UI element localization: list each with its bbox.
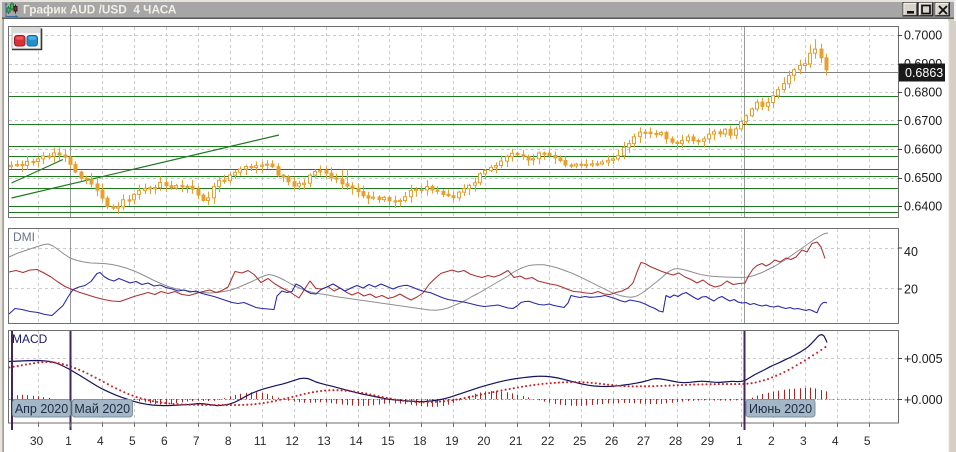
svg-text:19: 19 [445,434,459,448]
svg-text:+0.005: +0.005 [904,352,943,366]
svg-text:8: 8 [225,434,232,448]
svg-text:1: 1 [736,434,743,448]
svg-text:0.6500: 0.6500 [904,171,942,185]
svg-text:График AUD /USD 4 ЧАСА: График AUD /USD 4 ЧАСА [23,3,177,17]
svg-text:7: 7 [193,434,200,448]
svg-text:4: 4 [832,434,839,448]
svg-text:0.6700: 0.6700 [904,114,942,128]
svg-text:26: 26 [605,434,619,448]
svg-text:0.6400: 0.6400 [904,200,942,214]
svg-text:4: 4 [97,434,104,448]
svg-text:20: 20 [904,283,918,297]
svg-text:5: 5 [129,434,136,448]
svg-text:13: 13 [317,434,331,448]
svg-text:0.6800: 0.6800 [904,86,942,100]
svg-text:18: 18 [413,434,427,448]
svg-text:29: 29 [701,434,715,448]
svg-text:Апр 2020: Апр 2020 [15,402,68,416]
svg-text:22: 22 [541,434,555,448]
svg-text:Июнь 2020: Июнь 2020 [749,402,812,416]
svg-text:28: 28 [669,434,683,448]
svg-text:0.6600: 0.6600 [904,143,942,157]
svg-text:21: 21 [509,434,523,448]
svg-text:0.6863: 0.6863 [905,66,943,80]
svg-text:20: 20 [477,434,491,448]
svg-text:40: 40 [904,245,918,259]
svg-text:27: 27 [637,434,651,448]
svg-text:12: 12 [285,434,299,448]
svg-text:6: 6 [161,434,168,448]
svg-text:MACD: MACD [12,332,48,346]
svg-text:15: 15 [381,434,395,448]
svg-text:Май 2020: Май 2020 [74,402,130,416]
svg-text:11: 11 [254,434,267,448]
svg-text:2: 2 [768,434,775,448]
svg-text:14: 14 [349,434,363,448]
svg-text:1: 1 [65,434,72,448]
svg-text:5: 5 [864,434,871,448]
svg-text:0.7000: 0.7000 [904,29,942,43]
svg-text:DMI: DMI [13,230,35,244]
svg-text:30: 30 [30,434,44,448]
svg-text:25: 25 [573,434,587,448]
svg-text:+0.000: +0.000 [904,393,943,407]
svg-text:3: 3 [800,434,807,448]
